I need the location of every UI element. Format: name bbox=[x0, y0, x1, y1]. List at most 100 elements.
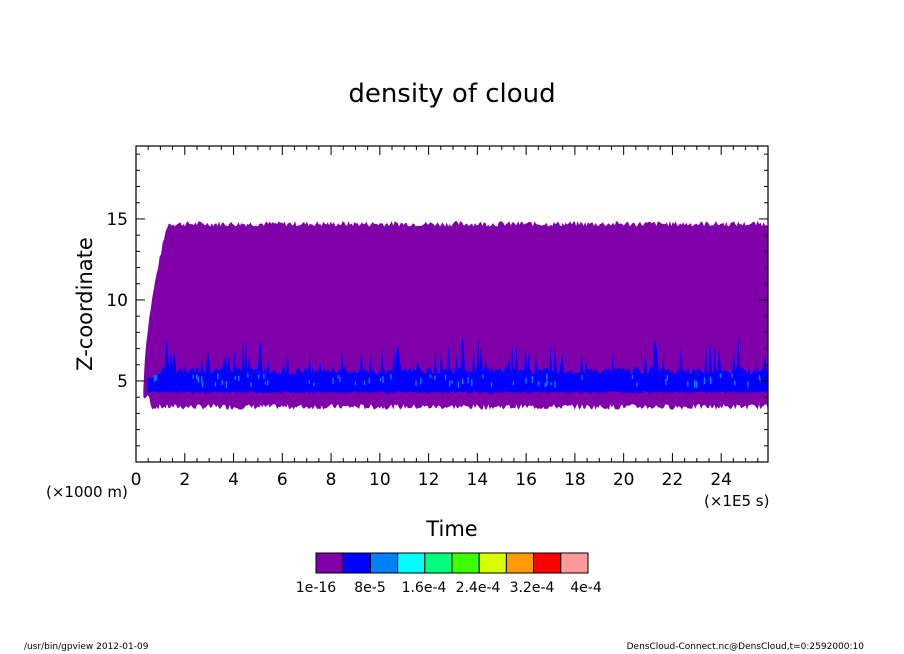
contour-level-1.6e-4 bbox=[747, 381, 749, 388]
contour-level-1.6e-4 bbox=[451, 380, 453, 384]
contour-level-1.6e-4 bbox=[217, 373, 219, 380]
contour-level-1.6e-4 bbox=[339, 376, 341, 382]
contour-level-1.6e-4 bbox=[482, 374, 484, 379]
contour-level-1.6e-4 bbox=[429, 374, 432, 378]
contour-level-1.6e-4 bbox=[457, 381, 460, 389]
contour-level-1.6e-4 bbox=[512, 381, 514, 386]
contour-level-1.6e-4 bbox=[257, 374, 260, 379]
colorbar-swatch bbox=[451, 552, 480, 574]
contour-level-1.6e-4 bbox=[225, 381, 228, 388]
x-tick-label: 10 bbox=[369, 470, 391, 490]
contour-level-1.6e-4 bbox=[332, 377, 334, 384]
contour-level-1.6e-4 bbox=[445, 374, 447, 380]
contour-level-1.6e-4 bbox=[544, 382, 546, 388]
y-tick-label: 15 bbox=[106, 210, 128, 230]
contour-level-1.6e-4 bbox=[237, 376, 240, 381]
contour-level-1.6e-4 bbox=[234, 376, 237, 380]
contour-level-1.6e-4 bbox=[693, 381, 696, 388]
x-tick-label: 22 bbox=[662, 470, 684, 490]
y-unit-label: (×1000 m) bbox=[46, 483, 128, 501]
contour-level-1.6e-4 bbox=[200, 376, 203, 384]
contour-level-1.6e-4 bbox=[666, 374, 668, 381]
contour-level-1.6e-4 bbox=[214, 382, 217, 387]
colorbar-label: 1e-16 bbox=[296, 580, 336, 596]
y-axis: 5 10 15 bbox=[106, 153, 768, 447]
contour-level-1.6e-4 bbox=[734, 380, 736, 386]
contour-level-1.6e-4 bbox=[636, 382, 638, 387]
y-axis-label: Z-coordinate bbox=[73, 237, 97, 371]
contour-level-1.6e-4 bbox=[731, 373, 733, 378]
contour-level-1.6e-4 bbox=[192, 375, 194, 379]
contour-level-1.6e-4 bbox=[696, 381, 698, 388]
y-tick-label: 10 bbox=[106, 291, 128, 311]
x-tick-label: 12 bbox=[418, 470, 440, 490]
contour-level-1.6e-4 bbox=[631, 374, 634, 379]
contour-level-1.6e-4 bbox=[461, 378, 464, 384]
contour-level-1.6e-4 bbox=[554, 381, 556, 388]
contour-level-1.6e-4 bbox=[266, 380, 269, 386]
contour-level-1.6e-4 bbox=[546, 380, 548, 386]
contour-level-1.6e-4 bbox=[719, 373, 722, 379]
colorbar-swatch bbox=[342, 552, 371, 574]
contour-level-1.6e-4 bbox=[250, 382, 252, 388]
plot-area bbox=[143, 220, 768, 410]
colorbar-swatch bbox=[397, 552, 426, 574]
contour-level-1.6e-4 bbox=[665, 378, 667, 386]
x-tick-label: 20 bbox=[613, 470, 635, 490]
plot-frame bbox=[135, 145, 769, 463]
contour-level-1.6e-4 bbox=[382, 375, 384, 383]
contour-level-1.6e-4 bbox=[363, 380, 366, 386]
contour-level-1.6e-4 bbox=[467, 377, 469, 384]
x-tick-label: 2 bbox=[179, 470, 190, 490]
colorbar-label: 4e-4 bbox=[570, 580, 602, 596]
contour-level-1.6e-4 bbox=[525, 377, 527, 384]
colorbar: 1e-16 8e-5 1.6e-4 2.4e-4 3.2e-4 4e-4 bbox=[296, 552, 602, 596]
contour-level-1.6e-4 bbox=[263, 373, 265, 379]
colorbar-swatch bbox=[424, 552, 453, 574]
colorbar-swatch bbox=[533, 552, 562, 574]
x-tick-label: 24 bbox=[710, 470, 732, 490]
colorbar-swatch bbox=[315, 552, 344, 574]
y-tick-label: 5 bbox=[117, 372, 128, 392]
x-tick-label: 16 bbox=[515, 470, 537, 490]
x-axis: 0 2 4 6 8 10 12 14 16 18 20 22 24 bbox=[131, 146, 759, 490]
contour-level-1.6e-4 bbox=[759, 377, 761, 383]
contour-level-1.6e-4 bbox=[379, 377, 382, 382]
contour-level-1.6e-4 bbox=[448, 380, 451, 387]
contour-level-1.6e-4 bbox=[308, 380, 310, 384]
contour-level-1.6e-4 bbox=[471, 379, 473, 387]
contour-level-1.6e-4 bbox=[581, 375, 583, 380]
x-tick-label: 8 bbox=[326, 470, 337, 490]
x-tick-label: 4 bbox=[228, 470, 239, 490]
footer-left: /usr/bin/gpview 2012-01-09 bbox=[24, 642, 149, 652]
contour-level-1.6e-4 bbox=[197, 376, 200, 383]
contour-level-1.6e-4 bbox=[550, 382, 552, 386]
x-tick-label: 6 bbox=[277, 470, 288, 490]
colorbar-swatch bbox=[505, 552, 535, 574]
colorbar-label: 3.2e-4 bbox=[510, 580, 555, 596]
x-axis-label: Time bbox=[425, 517, 477, 541]
x-unit-label: (×1E5 s) bbox=[704, 492, 769, 510]
contour-level-1.6e-4 bbox=[710, 378, 712, 385]
contour-level-1.6e-4 bbox=[420, 377, 422, 385]
contour-level-1.6e-4 bbox=[247, 373, 249, 378]
x-tick-label: 0 bbox=[131, 470, 142, 490]
contour-level-1.6e-4 bbox=[390, 374, 392, 380]
contour-level-1.6e-4 bbox=[368, 377, 371, 384]
footer-right: DensCloud-Connect.nc@DensCloud,t=0:25920… bbox=[626, 642, 864, 652]
colorbar-swatch bbox=[560, 552, 589, 574]
contour-level-1.6e-4 bbox=[354, 381, 357, 386]
contour-level-1.6e-4 bbox=[415, 380, 417, 386]
contour-level-1e-16 bbox=[143, 220, 768, 410]
contour-level-1.6e-4 bbox=[703, 377, 706, 385]
contour-level-1.6e-4 bbox=[264, 381, 267, 385]
contour-level-1.6e-4 bbox=[221, 379, 224, 385]
contour-level-1.6e-4 bbox=[202, 382, 204, 388]
contour-level-1.6e-4 bbox=[490, 381, 493, 388]
contour-level-1.6e-4 bbox=[546, 373, 548, 381]
contour-level-1.6e-4 bbox=[155, 374, 157, 381]
contour-level-1.6e-4 bbox=[531, 376, 534, 383]
contour-level-1.6e-4 bbox=[196, 374, 198, 381]
contour-level-8e-5 bbox=[146, 335, 768, 394]
